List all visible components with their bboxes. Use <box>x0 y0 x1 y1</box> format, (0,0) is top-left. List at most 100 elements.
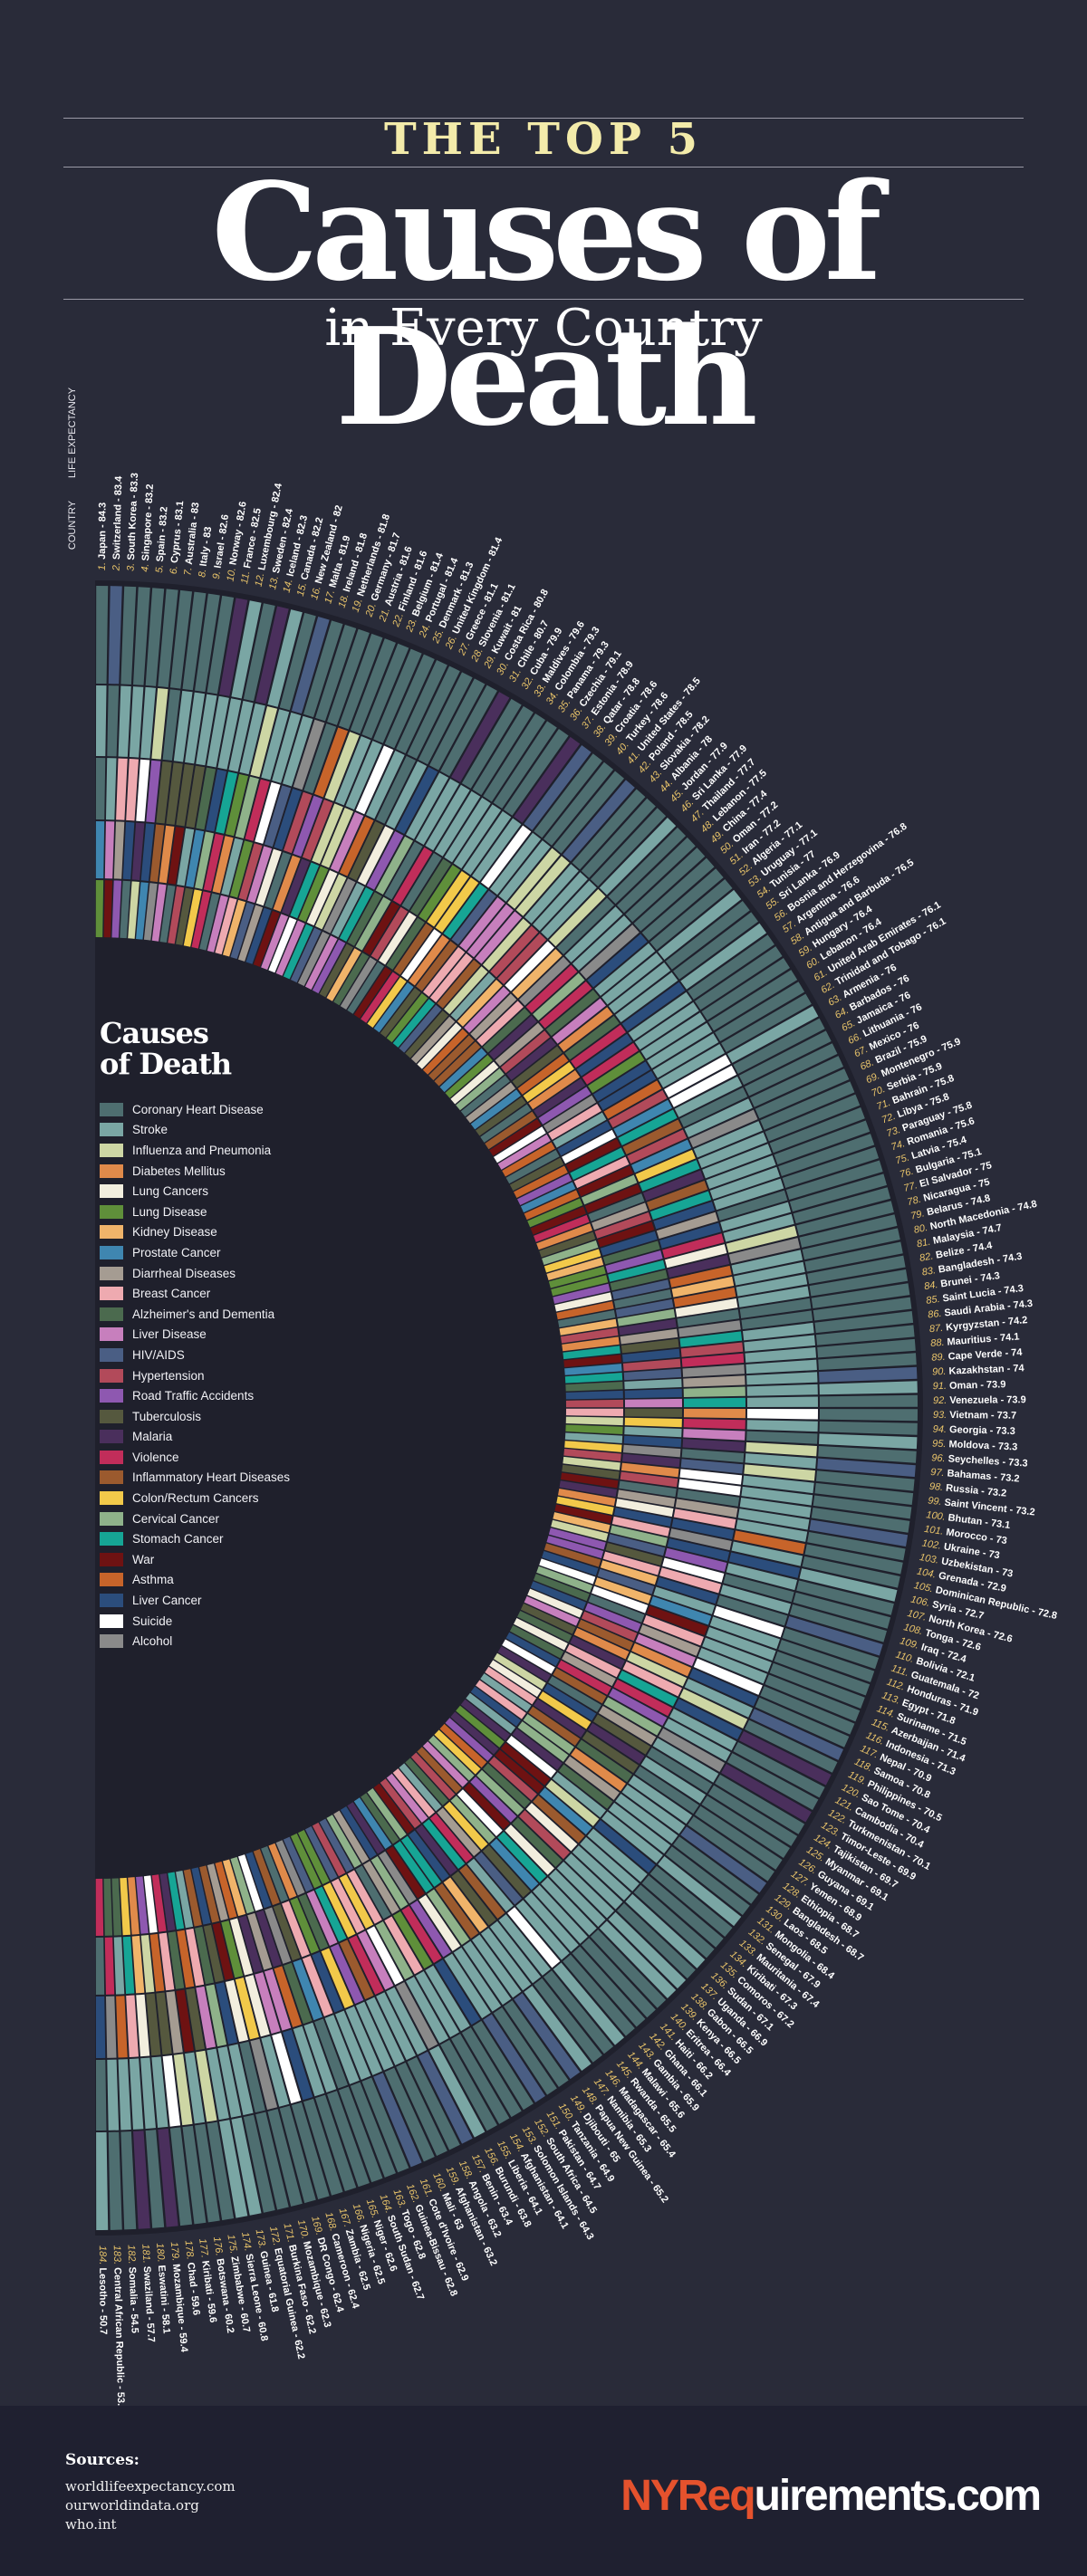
chart-wedge <box>640 1757 707 1804</box>
chart-wedge <box>765 1674 861 1722</box>
chart-wedge <box>760 1081 855 1130</box>
chart-wedge <box>546 1535 604 1559</box>
source-link[interactable]: ourworldindata.org <box>65 2497 199 2514</box>
chart-wedge <box>95 758 106 820</box>
chart-wedge <box>361 2077 409 2173</box>
legend-swatch <box>100 1184 123 1199</box>
country-rank: 92. <box>933 1395 949 1406</box>
country-rank: 84. <box>923 1279 941 1293</box>
country-label: 181. Swaziland - 57.7 <box>139 2244 156 2342</box>
chart-wedge <box>745 1453 817 1469</box>
country-label: 94. Georgia - 73.3 <box>933 1424 1015 1437</box>
country-rank: 109. <box>899 1635 923 1652</box>
chart-wedge <box>470 1776 517 1823</box>
chart-wedge <box>622 1453 680 1468</box>
legend-label: Lung Cancers <box>132 1184 209 1199</box>
legend-label: Violence <box>132 1450 179 1464</box>
legend-label: Prostate Cancer <box>132 1245 221 1259</box>
legend-item: Road Traffic Accidents <box>100 1385 371 1406</box>
legend-item: Asthma <box>100 1570 371 1591</box>
country-name-life-expectancy: Seychelles - 73.3 <box>948 1453 1028 1469</box>
chart-wedge <box>450 972 495 1020</box>
source-link[interactable]: who.int <box>65 2516 117 2533</box>
chart-wedge <box>702 1144 772 1179</box>
chart-wedge <box>533 1884 588 1944</box>
legend-item: Stomach Cancer <box>100 1528 371 1549</box>
chart-wedge <box>524 1190 580 1221</box>
chart-wedge <box>619 1318 677 1336</box>
chart-wedge <box>627 1129 688 1164</box>
chart-wedge <box>749 1709 844 1760</box>
chart-wedge <box>741 1310 813 1330</box>
chart-wedge <box>166 762 183 825</box>
chart-wedge <box>196 767 216 830</box>
country-rank: 77. <box>902 1179 921 1193</box>
country-name-life-expectancy: Moldova - 73.3 <box>948 1439 1017 1452</box>
chart-wedge <box>590 808 667 886</box>
chart-wedge <box>769 1107 865 1154</box>
chart-wedge <box>291 2102 330 2199</box>
chart-wedge <box>245 1852 272 1909</box>
brand-logo[interactable]: NYRequirements.com <box>620 2471 1042 2521</box>
chart-wedge <box>290 1897 320 1954</box>
chart-wedge <box>512 948 563 999</box>
chart-wedge <box>634 1001 699 1050</box>
chart-wedge <box>717 1190 788 1221</box>
chart-wedge <box>267 609 303 707</box>
chart-wedge <box>625 1893 706 1968</box>
chart-wedge <box>386 761 428 829</box>
chart-wedge <box>498 840 551 902</box>
country-label: 5. Spain - 83.2 <box>154 506 170 573</box>
chart-wedge <box>363 902 399 955</box>
chart-wedge <box>396 2062 447 2157</box>
chart-wedge <box>556 897 615 954</box>
chart-wedge <box>326 1815 361 1868</box>
country-name-life-expectancy: Cyprus - 83.1 <box>169 501 186 564</box>
chart-wedge <box>461 698 522 789</box>
chart-wedge <box>573 1627 630 1660</box>
chart-wedge <box>199 1865 220 1923</box>
chart-wedge <box>597 1221 655 1248</box>
chart-wedge <box>298 1893 329 1950</box>
legend-swatch <box>100 1614 123 1628</box>
chart-wedge <box>384 654 435 749</box>
chart-wedge <box>544 1249 601 1273</box>
chart-wedge <box>643 1614 704 1646</box>
chart-wedge <box>386 1987 428 2055</box>
chart-wedge <box>339 887 374 942</box>
chart-wedge <box>326 948 361 1001</box>
country-rank: 176. <box>211 2236 225 2259</box>
country-name-life-expectancy: Central African Republic - 53.1 <box>111 2267 126 2411</box>
chart-wedge <box>129 2058 144 2130</box>
chart-wedge <box>564 1432 623 1443</box>
chart-wedge <box>133 2131 150 2229</box>
chart-wedge <box>415 778 459 846</box>
chart-wedge <box>303 620 343 718</box>
chart-wedge <box>434 790 481 857</box>
chart-wedge <box>564 1015 620 1060</box>
chart-wedge <box>683 1397 746 1408</box>
chart-wedge <box>393 1841 433 1893</box>
chart-wedge <box>415 1970 459 2038</box>
chart-wedge <box>639 1160 700 1192</box>
chart-wedge <box>563 1345 620 1360</box>
chart-wedge <box>380 987 421 1038</box>
chart-wedge <box>548 1527 606 1550</box>
chart-wedge <box>662 1557 725 1583</box>
chart-wedge <box>573 1156 630 1189</box>
chart-wedge <box>273 855 301 912</box>
chart-wedge <box>679 1469 743 1485</box>
chart-wedge <box>239 703 265 775</box>
chart-wedge <box>563 780 635 862</box>
chart-wedge <box>490 1838 539 1891</box>
chart-wedge <box>195 1926 214 1985</box>
source-link[interactable]: worldlifeexpectancy.com <box>65 2478 236 2495</box>
chart-wedge <box>635 1633 696 1667</box>
chart-wedge <box>562 1652 616 1687</box>
chart-wedge <box>675 1298 738 1317</box>
chart-wedge <box>219 2120 248 2218</box>
chart-wedge <box>215 1861 237 1919</box>
legend-item: Stroke <box>100 1120 371 1141</box>
legend-item: Inflammatory Heart Diseases <box>100 1468 371 1489</box>
chart-wedge <box>534 1214 590 1242</box>
